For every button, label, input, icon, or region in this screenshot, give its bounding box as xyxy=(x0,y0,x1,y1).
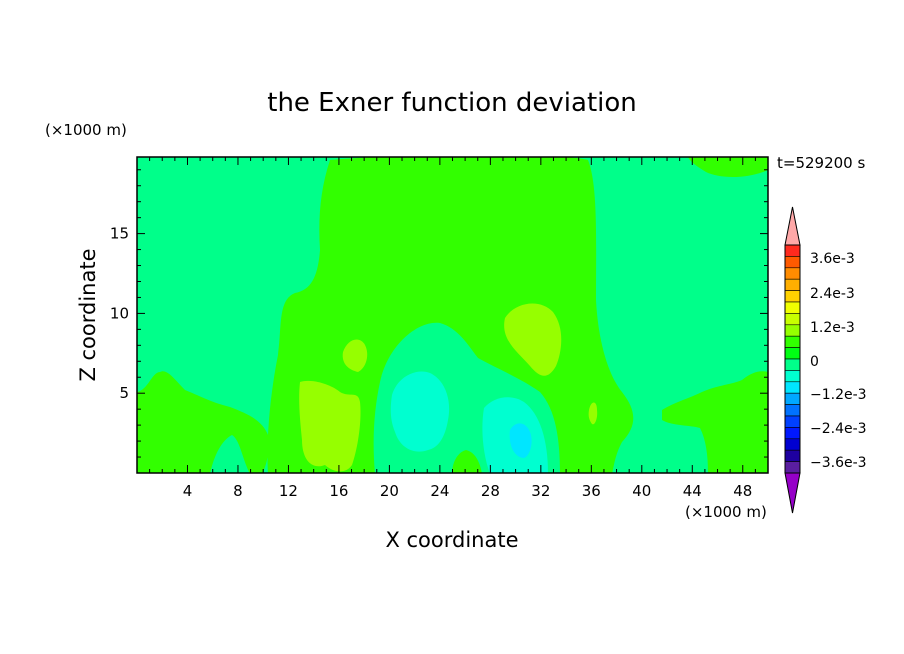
colorbar-box xyxy=(784,301,801,314)
x-units-label: (×1000 m) xyxy=(685,503,767,521)
colorbar-label: −1.2e-3 xyxy=(810,387,867,403)
chart-title: the Exner function deviation xyxy=(267,88,637,118)
region-max-small xyxy=(342,339,368,372)
x-tick-label: 28 xyxy=(481,482,500,500)
region-central-positive xyxy=(267,157,634,473)
region-top-right xyxy=(688,157,768,177)
colorbar-top-arrow xyxy=(784,206,801,246)
y-tick-label: 5 xyxy=(119,384,129,402)
region-low-left xyxy=(390,371,450,452)
colorbar-box xyxy=(784,461,801,474)
x-tick-label: 24 xyxy=(430,482,449,500)
x-tick-label: 4 xyxy=(183,482,193,500)
x-tick-label: 32 xyxy=(531,482,550,500)
region-speck xyxy=(452,450,482,473)
colorbar-label: −3.6e-3 xyxy=(810,455,867,471)
x-axis-title: X coordinate xyxy=(385,528,518,552)
colorbar-box xyxy=(784,256,801,269)
colorbar-label: 0 xyxy=(810,354,819,370)
x-tick-label: 8 xyxy=(233,482,243,500)
colorbar-box xyxy=(784,267,801,280)
colorbar-box xyxy=(784,370,801,383)
y-tick-label: 15 xyxy=(110,225,129,243)
x-tick-label: 36 xyxy=(582,482,601,500)
region-max-left xyxy=(299,380,361,472)
colorbar-box xyxy=(784,427,801,440)
region-left-patch xyxy=(210,435,250,473)
x-tick-label: 16 xyxy=(329,482,348,500)
y-tick-label: 10 xyxy=(110,304,129,322)
region-right-low xyxy=(662,371,768,473)
colorbar-box xyxy=(784,278,801,291)
colorbar-box xyxy=(784,438,801,451)
x-tick-label: 44 xyxy=(683,482,702,500)
colorbar-frame xyxy=(784,244,801,474)
region-max-tiny xyxy=(588,402,598,425)
colorbar-box xyxy=(784,381,801,394)
x-tick-label: 40 xyxy=(632,482,651,500)
x-tick-label: 20 xyxy=(380,482,399,500)
contour-field xyxy=(137,157,768,473)
colorbar-label: 1.2e-3 xyxy=(810,320,855,336)
colorbar-bottom-arrow xyxy=(784,472,801,514)
y-axis-title: Z coordinate xyxy=(76,248,100,381)
time-label: t=529200 s xyxy=(777,154,865,172)
colorbar-box xyxy=(784,290,801,303)
colorbar-box xyxy=(784,244,801,257)
colorbar-box xyxy=(784,449,801,462)
region-min xyxy=(509,423,532,458)
colorbar-label: −2.4e-3 xyxy=(810,421,867,437)
colorbar-box xyxy=(784,392,801,405)
x-tick-label: 12 xyxy=(279,482,298,500)
colorbar-box xyxy=(784,404,801,417)
colorbar-box xyxy=(784,358,801,371)
x-tick-label: 48 xyxy=(733,482,752,500)
colorbar-box xyxy=(784,324,801,337)
region-max-right xyxy=(504,303,562,376)
colorbar-box xyxy=(784,415,801,428)
colorbar-label: 2.4e-3 xyxy=(810,286,855,302)
colorbar-box xyxy=(784,347,801,360)
colorbar-box xyxy=(784,313,801,326)
colorbar-box xyxy=(784,335,801,348)
colorbar-label: 3.6e-3 xyxy=(810,251,855,267)
colorbar: 3.6e-3 2.4e-3 1.2e-3 0 −1.2e-3 −2.4e-3 −3.6e-3 xyxy=(784,206,867,514)
z-units-label: (×1000 m) xyxy=(45,121,127,139)
